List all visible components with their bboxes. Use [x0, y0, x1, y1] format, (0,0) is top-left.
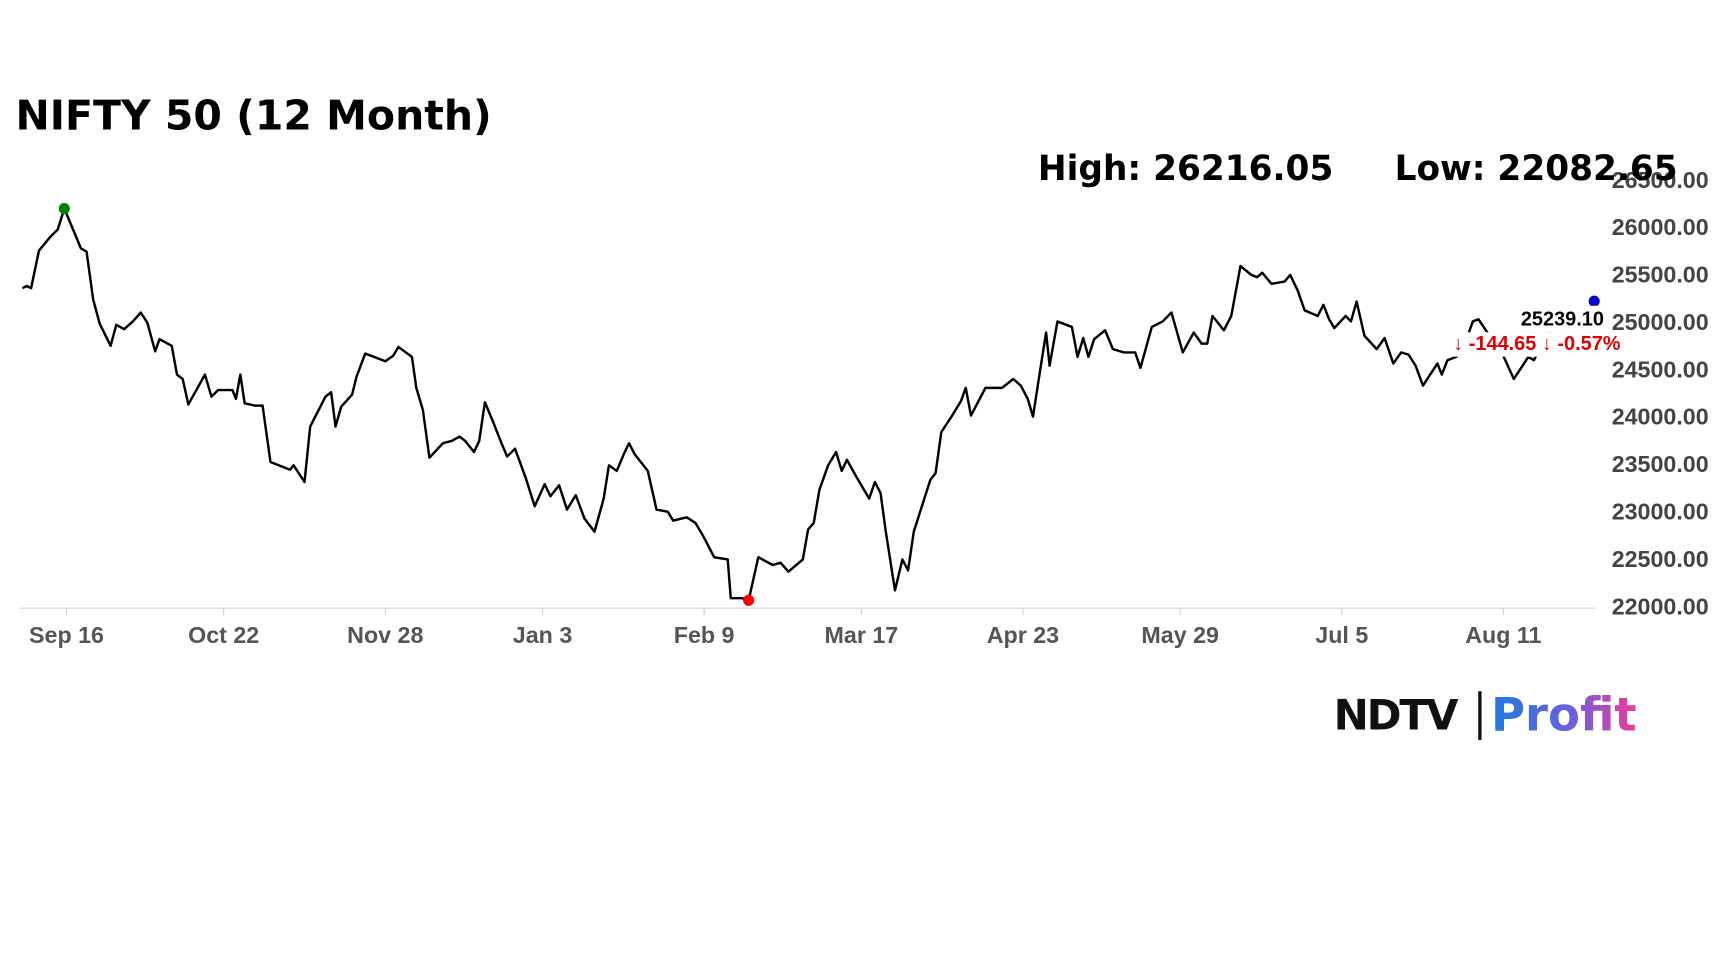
y-tick-label: 23500.00	[1612, 451, 1709, 477]
x-tick-label: Apr 23	[987, 622, 1059, 648]
y-tick-label: 22500.00	[1612, 546, 1709, 572]
y-tick-label: 23000.00	[1612, 498, 1709, 524]
change-label: ↓ -144.65 ↓ -0.57%	[1453, 333, 1621, 355]
x-tick-label: Jul 5	[1315, 622, 1368, 648]
x-tick-label: Feb 9	[674, 622, 735, 648]
x-tick-label: Nov 28	[347, 622, 423, 648]
x-tick-label: Aug 11	[1465, 622, 1541, 648]
y-axis-labels: 22000.00 22500.00 23000.00 23500.00 24000.00…	[1612, 167, 1709, 619]
x-tick-label: Oct 22	[188, 622, 259, 648]
x-tick-label: May 29	[1141, 622, 1219, 648]
y-tick-label: 24500.00	[1612, 356, 1709, 382]
logo-product: Profit	[1491, 687, 1637, 741]
x-tick-label: Sep 16	[29, 622, 104, 648]
label-box	[1451, 332, 1651, 357]
x-tick-label: Mar 17	[825, 622, 899, 648]
last-marker	[1588, 295, 1600, 307]
logo-brand: NDTV	[1334, 690, 1459, 739]
y-tick-label: 22000.00	[1612, 593, 1709, 619]
price-line	[21, 207, 1596, 602]
y-tick-label: 25000.00	[1612, 309, 1709, 335]
low-label: Low: 22082.65	[1395, 149, 1678, 189]
label-box	[1497, 305, 1607, 333]
x-tick-label: Jan 3	[513, 622, 573, 648]
y-tick-label: 26500.00	[1612, 167, 1709, 193]
last-value-label: 25239.10	[1521, 308, 1604, 330]
high-marker	[58, 203, 70, 215]
y-tick-label: 24000.00	[1612, 404, 1709, 430]
plot-area	[21, 203, 1600, 606]
high-label: High: 26216.05	[1038, 149, 1333, 189]
y-tick-label: 26000.00	[1612, 214, 1709, 240]
low-marker	[743, 594, 755, 606]
chart-title: NIFTY 50 (12 Month)	[16, 92, 492, 140]
y-tick-label: 25500.00	[1612, 262, 1709, 288]
axes: Sep 16 Oct 22 Nov 28 Jan 3 Feb 9 Mar 17 Apr 23…	[19, 607, 1596, 648]
